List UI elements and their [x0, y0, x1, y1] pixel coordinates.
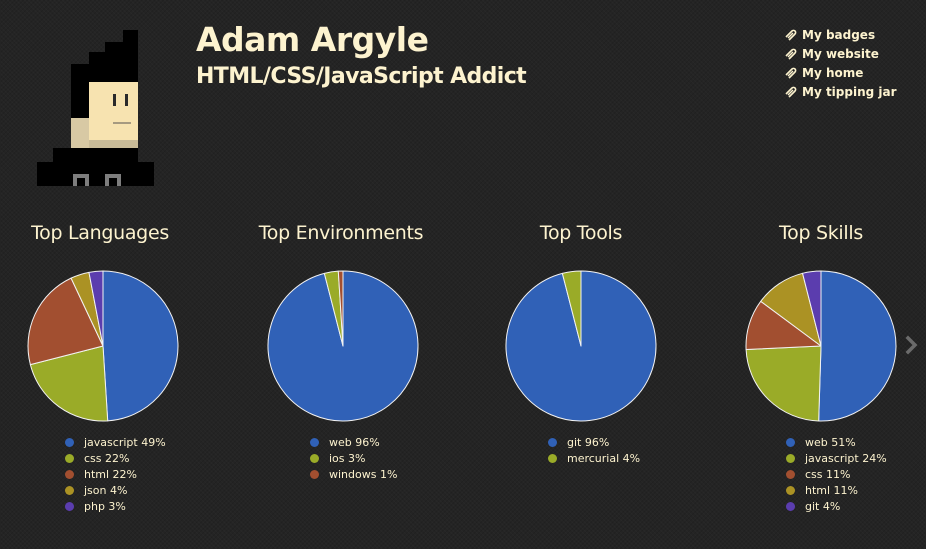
- paperclip-icon: [784, 48, 798, 60]
- chart-legend: git 96% mercurial 4%: [548, 434, 640, 466]
- legend-item: php 3%: [65, 498, 166, 514]
- link-label[interactable]: My badges: [802, 27, 876, 42]
- pie-slice: [88, 270, 104, 347]
- legend-item: git 96%: [548, 434, 640, 450]
- link-home[interactable]: My home: [784, 63, 897, 82]
- pixel-avatar-icon: [37, 30, 154, 186]
- chevron-right-icon[interactable]: [903, 334, 921, 356]
- legend-label: git 4%: [805, 499, 841, 513]
- legend-label: html 11%: [805, 483, 859, 497]
- profile-links: My badges My website My home My tipping …: [784, 25, 897, 101]
- legend-swatch: [310, 437, 319, 447]
- pie-slice: [29, 345, 109, 422]
- pie-slice: [102, 270, 179, 422]
- legend-swatch: [65, 437, 74, 447]
- paperclip-icon: [784, 86, 798, 98]
- legend-item: html 11%: [786, 482, 887, 498]
- legend-swatch: [65, 453, 74, 463]
- legend-item: mercurial 4%: [548, 450, 640, 466]
- paperclip-icon: [784, 29, 798, 41]
- chart-legend: web 96% ios 3% windows 1%: [310, 434, 397, 482]
- legend-item: web 96%: [310, 434, 397, 450]
- legend-item: web 51%: [786, 434, 887, 450]
- legend-swatch: [310, 453, 319, 463]
- legend-label: mercurial 4%: [567, 451, 641, 465]
- pie-slice: [802, 270, 822, 347]
- profile-tagline: HTML/CSS/JavaScript Addict: [196, 64, 527, 89]
- link-tipping-jar[interactable]: My tipping jar: [784, 82, 897, 101]
- legend-label: css 22%: [84, 451, 130, 465]
- legend-item: ios 3%: [310, 450, 397, 466]
- legend-swatch: [786, 453, 795, 463]
- legend-swatch: [65, 501, 74, 511]
- pie-slice: [561, 270, 582, 347]
- legend-label: css 11%: [805, 467, 851, 481]
- legend-label: json 4%: [84, 483, 128, 497]
- link-label[interactable]: My tipping jar: [802, 84, 897, 99]
- legend-label: ios 3%: [329, 451, 366, 465]
- legend-item: git 4%: [786, 498, 887, 514]
- legend-swatch: [786, 485, 795, 495]
- pie-chart-skills: [745, 270, 897, 422]
- chart-legend: javascript 49% css 22% html 22% json 4% php …: [65, 434, 166, 514]
- link-label[interactable]: My home: [802, 65, 864, 80]
- legend-item: css 11%: [786, 466, 887, 482]
- chart-legend: web 51% javascript 24% css 11% html 11% git …: [786, 434, 887, 514]
- legend-label: php 3%: [84, 499, 126, 513]
- legend-item: html 22%: [65, 466, 166, 482]
- paperclip-icon: [784, 67, 798, 79]
- legend-swatch: [548, 437, 557, 447]
- legend-swatch: [65, 485, 74, 495]
- chart-title: Top Environments: [258, 222, 424, 244]
- legend-label: javascript 24%: [805, 451, 887, 465]
- pie-chart-environments: [267, 270, 419, 422]
- legend-label: git 96%: [567, 435, 610, 449]
- pie-chart-tools: [505, 270, 657, 422]
- legend-item: windows 1%: [310, 466, 397, 482]
- legend-swatch: [786, 437, 795, 447]
- chart-title: Top Skills: [779, 222, 863, 244]
- chart-title: Top Languages: [31, 222, 169, 244]
- legend-swatch: [786, 469, 795, 479]
- chart-title: Top Tools: [539, 222, 623, 244]
- legend-label: windows 1%: [329, 467, 398, 481]
- link-badges[interactable]: My badges: [784, 25, 897, 44]
- legend-item: javascript 24%: [786, 450, 887, 466]
- legend-label: web 96%: [329, 435, 380, 449]
- pie-chart-languages: [27, 270, 179, 422]
- pie-slice: [337, 270, 344, 347]
- legend-label: javascript 49%: [84, 435, 166, 449]
- legend-swatch: [310, 469, 319, 479]
- legend-item: javascript 49%: [65, 434, 166, 450]
- link-label[interactable]: My website: [802, 46, 879, 61]
- legend-label: web 51%: [805, 435, 856, 449]
- pie-slice: [745, 345, 822, 422]
- profile-name: Adam Argyle: [196, 20, 429, 59]
- pie-slice: [27, 277, 104, 366]
- legend-swatch: [786, 501, 795, 511]
- link-website[interactable]: My website: [784, 44, 897, 63]
- pie-slice: [818, 270, 897, 422]
- legend-swatch: [65, 469, 74, 479]
- legend-label: html 22%: [84, 467, 138, 481]
- legend-item: css 22%: [65, 450, 166, 466]
- legend-swatch: [548, 453, 557, 463]
- legend-item: json 4%: [65, 482, 166, 498]
